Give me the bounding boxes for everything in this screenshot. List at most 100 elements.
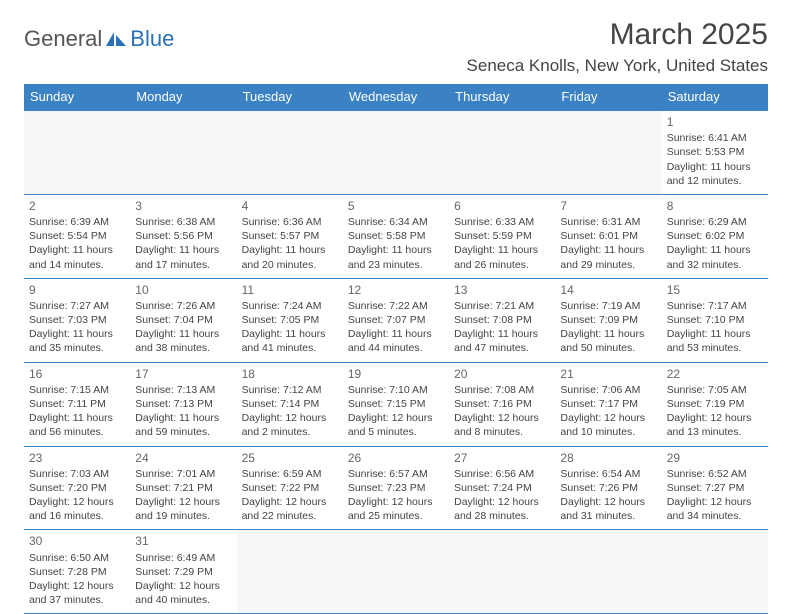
daylight-text: and 20 minutes. [242, 258, 338, 272]
daylight-text: Daylight: 11 hours [667, 243, 763, 257]
daylight-text: and 41 minutes. [242, 341, 338, 355]
calendar-body: 1Sunrise: 6:41 AMSunset: 5:53 PMDaylight… [24, 110, 768, 614]
sunrise-text: Sunrise: 7:27 AM [29, 299, 125, 313]
day-number: 17 [135, 366, 231, 382]
day-header: Wednesday [343, 84, 449, 110]
daylight-text: Daylight: 12 hours [667, 411, 763, 425]
calendar-cell: 1Sunrise: 6:41 AMSunset: 5:53 PMDaylight… [662, 110, 768, 194]
sunrise-text: Sunrise: 7:24 AM [242, 299, 338, 313]
sunset-text: Sunset: 7:07 PM [348, 313, 444, 327]
brand-part1: General [24, 26, 102, 52]
sunset-text: Sunset: 5:53 PM [667, 145, 763, 159]
day-number: 26 [348, 450, 444, 466]
sunset-text: Sunset: 7:16 PM [454, 397, 550, 411]
daylight-text: Daylight: 11 hours [29, 327, 125, 341]
sunset-text: Sunset: 7:11 PM [29, 397, 125, 411]
sunset-text: Sunset: 7:14 PM [242, 397, 338, 411]
daylight-text: Daylight: 11 hours [135, 411, 231, 425]
sunrise-text: Sunrise: 6:56 AM [454, 467, 550, 481]
daylight-text: Daylight: 12 hours [348, 495, 444, 509]
day-number: 14 [560, 282, 656, 298]
daylight-text: and 44 minutes. [348, 341, 444, 355]
daylight-text: Daylight: 12 hours [135, 495, 231, 509]
daylight-text: and 25 minutes. [348, 509, 444, 523]
day-number: 9 [29, 282, 125, 298]
daylight-text: and 14 minutes. [29, 258, 125, 272]
daylight-text: Daylight: 11 hours [454, 243, 550, 257]
sunset-text: Sunset: 7:20 PM [29, 481, 125, 495]
day-number: 15 [667, 282, 763, 298]
daylight-text: Daylight: 11 hours [454, 327, 550, 341]
daylight-text: and 38 minutes. [135, 341, 231, 355]
brand-logo: General Blue [24, 26, 174, 52]
calendar-cell: 8Sunrise: 6:29 AMSunset: 6:02 PMDaylight… [662, 194, 768, 278]
calendar-cell: 30Sunrise: 6:50 AMSunset: 7:28 PMDayligh… [24, 530, 130, 614]
daylight-text: and 16 minutes. [29, 509, 125, 523]
daylight-text: Daylight: 11 hours [242, 327, 338, 341]
day-number: 31 [135, 533, 231, 549]
sunset-text: Sunset: 7:05 PM [242, 313, 338, 327]
day-number: 18 [242, 366, 338, 382]
daylight-text: and 59 minutes. [135, 425, 231, 439]
daylight-text: Daylight: 11 hours [29, 411, 125, 425]
sunrise-text: Sunrise: 6:52 AM [667, 467, 763, 481]
sunrise-text: Sunrise: 7:13 AM [135, 383, 231, 397]
calendar-cell: 3Sunrise: 6:38 AMSunset: 5:56 PMDaylight… [130, 194, 236, 278]
sunrise-text: Sunrise: 7:15 AM [29, 383, 125, 397]
calendar-cell: 18Sunrise: 7:12 AMSunset: 7:14 PMDayligh… [237, 362, 343, 446]
calendar-cell: 4Sunrise: 6:36 AMSunset: 5:57 PMDaylight… [237, 194, 343, 278]
calendar-cell: 17Sunrise: 7:13 AMSunset: 7:13 PMDayligh… [130, 362, 236, 446]
sunset-text: Sunset: 7:03 PM [29, 313, 125, 327]
day-number: 10 [135, 282, 231, 298]
calendar-cell-empty [343, 530, 449, 614]
day-number: 13 [454, 282, 550, 298]
daylight-text: Daylight: 11 hours [348, 327, 444, 341]
daylight-text: Daylight: 11 hours [29, 243, 125, 257]
day-number: 29 [667, 450, 763, 466]
sunrise-text: Sunrise: 6:33 AM [454, 215, 550, 229]
calendar-cell: 12Sunrise: 7:22 AMSunset: 7:07 PMDayligh… [343, 278, 449, 362]
calendar-cell: 7Sunrise: 6:31 AMSunset: 6:01 PMDaylight… [555, 194, 661, 278]
sunrise-text: Sunrise: 6:50 AM [29, 551, 125, 565]
calendar-cell-empty [449, 110, 555, 194]
daylight-text: and 31 minutes. [560, 509, 656, 523]
sunset-text: Sunset: 7:08 PM [454, 313, 550, 327]
day-number: 3 [135, 198, 231, 214]
sunset-text: Sunset: 7:23 PM [348, 481, 444, 495]
calendar-cell: 15Sunrise: 7:17 AMSunset: 7:10 PMDayligh… [662, 278, 768, 362]
calendar-cell-empty [662, 530, 768, 614]
daylight-text: and 40 minutes. [135, 593, 231, 607]
sunrise-text: Sunrise: 7:03 AM [29, 467, 125, 481]
day-number: 11 [242, 282, 338, 298]
daylight-text: and 28 minutes. [454, 509, 550, 523]
daylight-text: and 22 minutes. [242, 509, 338, 523]
day-header: Saturday [662, 84, 768, 110]
daylight-text: and 32 minutes. [667, 258, 763, 272]
sunrise-text: Sunrise: 7:19 AM [560, 299, 656, 313]
sail-icon [104, 30, 128, 48]
day-number: 1 [667, 114, 763, 130]
calendar-row: 1Sunrise: 6:41 AMSunset: 5:53 PMDaylight… [24, 110, 768, 194]
daylight-text: Daylight: 12 hours [454, 495, 550, 509]
day-number: 21 [560, 366, 656, 382]
sunset-text: Sunset: 7:19 PM [667, 397, 763, 411]
calendar-cell: 27Sunrise: 6:56 AMSunset: 7:24 PMDayligh… [449, 446, 555, 530]
daylight-text: and 13 minutes. [667, 425, 763, 439]
sunset-text: Sunset: 7:21 PM [135, 481, 231, 495]
sunrise-text: Sunrise: 7:22 AM [348, 299, 444, 313]
sunrise-text: Sunrise: 6:39 AM [29, 215, 125, 229]
day-number: 25 [242, 450, 338, 466]
daylight-text: and 26 minutes. [454, 258, 550, 272]
sunrise-text: Sunrise: 6:54 AM [560, 467, 656, 481]
sunrise-text: Sunrise: 6:59 AM [242, 467, 338, 481]
day-number: 24 [135, 450, 231, 466]
daylight-text: Daylight: 12 hours [242, 411, 338, 425]
day-number: 5 [348, 198, 444, 214]
daylight-text: and 8 minutes. [454, 425, 550, 439]
sunrise-text: Sunrise: 7:17 AM [667, 299, 763, 313]
calendar-cell: 2Sunrise: 6:39 AMSunset: 5:54 PMDaylight… [24, 194, 130, 278]
daylight-text: and 23 minutes. [348, 258, 444, 272]
sunrise-text: Sunrise: 6:57 AM [348, 467, 444, 481]
day-header: Monday [130, 84, 236, 110]
daylight-text: and 34 minutes. [667, 509, 763, 523]
